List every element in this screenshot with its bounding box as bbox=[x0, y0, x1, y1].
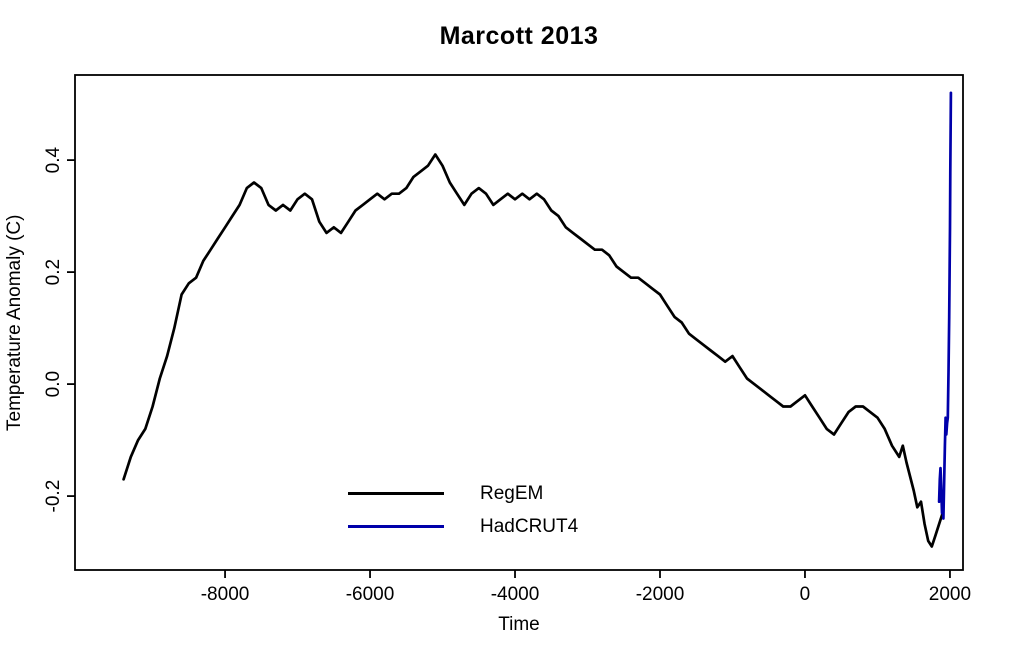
x-axis-label: Time bbox=[498, 614, 540, 635]
legend-label-hadcrut4: HadCRUT4 bbox=[480, 515, 579, 537]
plot-frame bbox=[74, 74, 964, 571]
legend: RegEM HadCRUT4 bbox=[348, 477, 578, 543]
hadcrut4-line-swatch bbox=[348, 525, 444, 528]
y-tick-label: 0.4 bbox=[43, 146, 64, 173]
regem-line-swatch bbox=[348, 492, 444, 495]
x-tick-label: 0 bbox=[800, 584, 811, 605]
legend-item-hadcrut4: HadCRUT4 bbox=[348, 510, 578, 543]
x-tick-label: -6000 bbox=[346, 584, 395, 605]
chart-title: Marcott 2013 bbox=[439, 22, 599, 50]
y-tick-label: -0.2 bbox=[43, 480, 64, 513]
series-line-hadcrut4 bbox=[937, 91, 953, 520]
x-tick-label: -4000 bbox=[491, 584, 540, 605]
x-tick-label: 2000 bbox=[929, 584, 971, 605]
legend-item-regem: RegEM bbox=[348, 477, 578, 510]
y-tick-label: 0.0 bbox=[43, 371, 64, 397]
legend-label-regem: RegEM bbox=[480, 482, 544, 504]
y-tick-label: 0.2 bbox=[43, 259, 64, 285]
series-line-regem bbox=[122, 153, 945, 548]
x-tick-label: -8000 bbox=[201, 584, 250, 605]
x-tick-label: -2000 bbox=[636, 584, 685, 605]
